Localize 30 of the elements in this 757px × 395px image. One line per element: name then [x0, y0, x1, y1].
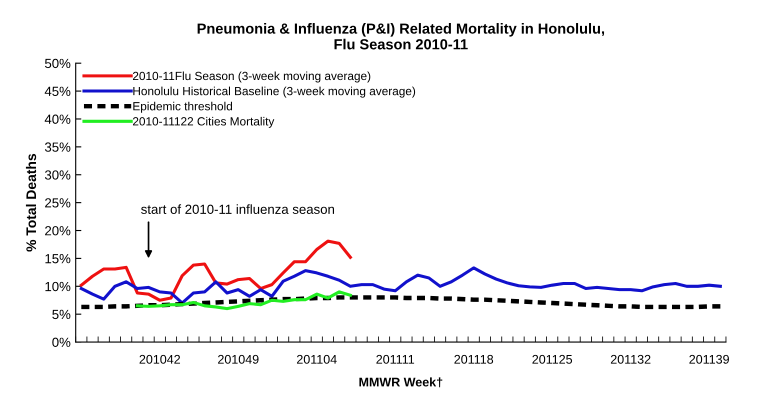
legend-label: 2010-11Flu Season (3-week moving average): [132, 71, 370, 82]
x-tick-label: 201139: [689, 354, 729, 364]
x-tick-label: 201118: [454, 354, 494, 364]
y-tick-label: 10%: [45, 282, 70, 292]
chart-title: Pneumonia & Influenza (P&I) Related Mortality in Honolulu, Flu Season 2010-11: [198, 23, 604, 50]
annotation: start of 2010-11 influenza season: [141, 204, 334, 214]
x-tick-label: 201132: [610, 354, 650, 364]
y-tick-label: 50%: [44, 58, 70, 68]
legend-label: Honolulu Historical Baseline (3-week moving average): [133, 86, 416, 98]
x-tick-label: 201111: [376, 354, 414, 364]
line-series: [80, 266, 722, 305]
x-tick-label: 201104: [296, 354, 337, 364]
x-tick-label: 201125: [532, 354, 572, 364]
legend-label: 2010-11122 Cities Mortality: [132, 116, 274, 128]
y-tick-label: 40%: [44, 114, 70, 124]
legend-label: Epidemic threshold: [133, 102, 232, 113]
line-series: [80, 240, 352, 302]
y-tick-label: 35%: [44, 142, 70, 152]
y-axis-title: % Total Deaths: [26, 154, 36, 252]
y-tick-label: 45%: [44, 86, 70, 96]
x-axis-title: MMWR Week†: [359, 377, 442, 388]
x-tick-label: 201042: [140, 354, 180, 364]
x-tick-label: 201049: [218, 354, 259, 364]
y-tick-label: 0%: [52, 338, 70, 347]
y-tick-label: 5%: [52, 310, 70, 320]
y-tick-label: 15%: [45, 254, 70, 264]
y-tick-label: 25%: [45, 198, 70, 208]
y-tick-label: 20%: [45, 226, 70, 236]
y-tick-label: 30%: [44, 170, 70, 180]
line-series: [136, 290, 352, 310]
